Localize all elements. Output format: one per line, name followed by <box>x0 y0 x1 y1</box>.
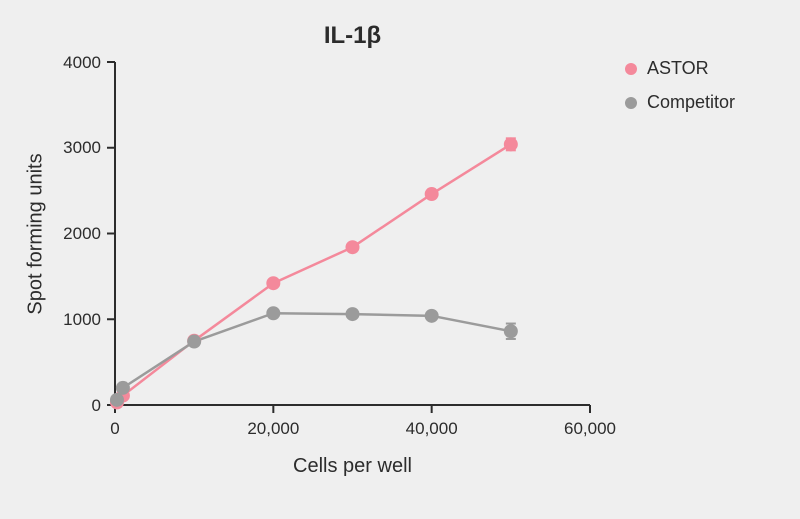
y-tick-label: 3000 <box>63 138 101 158</box>
data-point <box>266 276 280 290</box>
data-point <box>504 324 518 338</box>
chart-container: IL-1β Spot forming units Cells per well … <box>0 0 800 519</box>
series-line <box>117 313 511 400</box>
series-line <box>117 144 511 402</box>
data-point <box>187 335 201 349</box>
legend-label: ASTOR <box>647 58 709 79</box>
x-tick-label: 20,000 <box>247 419 299 439</box>
legend-item: ASTOR <box>625 58 709 79</box>
x-tick-label: 60,000 <box>564 419 616 439</box>
y-tick-label: 4000 <box>63 53 101 73</box>
data-point <box>504 137 518 151</box>
legend-item: Competitor <box>625 92 735 113</box>
data-point <box>425 187 439 201</box>
y-tick-label: 1000 <box>63 310 101 330</box>
y-tick-label: 0 <box>92 396 101 416</box>
x-tick-label: 0 <box>110 419 119 439</box>
legend-swatch <box>625 97 637 109</box>
data-point <box>110 393 124 407</box>
data-point <box>116 381 130 395</box>
data-point <box>346 307 360 321</box>
legend-label: Competitor <box>647 92 735 113</box>
data-point <box>266 306 280 320</box>
legend-swatch <box>625 63 637 75</box>
y-tick-label: 2000 <box>63 224 101 244</box>
data-point <box>346 240 360 254</box>
data-point <box>425 309 439 323</box>
x-tick-label: 40,000 <box>406 419 458 439</box>
